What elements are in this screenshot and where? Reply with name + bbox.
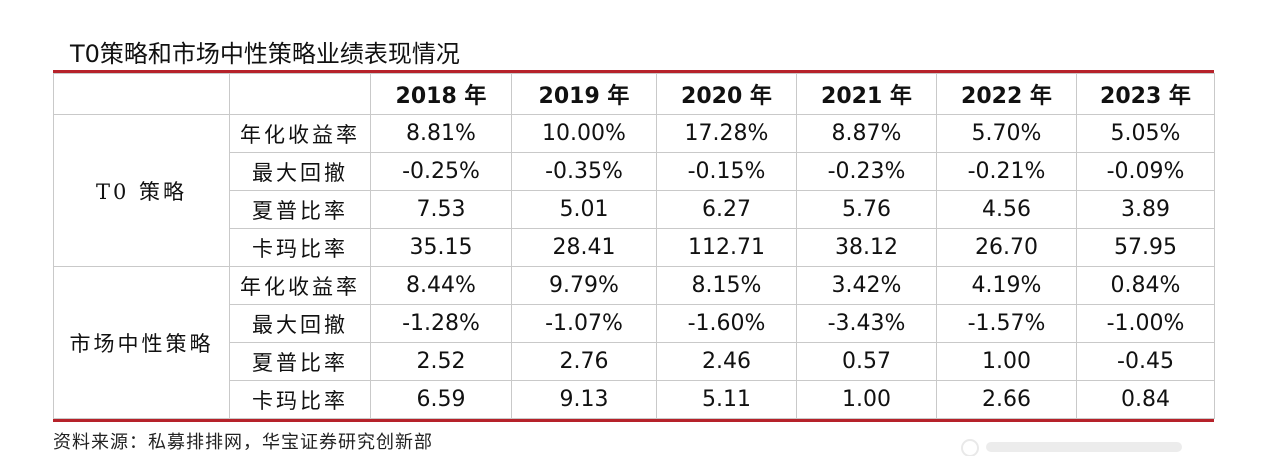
cell: 38.12: [796, 228, 937, 267]
cell: 26.70: [936, 228, 1077, 267]
cell: 8.87%: [796, 114, 937, 153]
year-header: 2021 年: [796, 73, 937, 115]
cell: 8.15%: [656, 266, 797, 305]
cell: -1.07%: [511, 304, 657, 343]
top-rule: [53, 70, 1214, 73]
header-metric: [229, 73, 371, 115]
cell: -0.15%: [656, 152, 797, 191]
cell: -0.35%: [511, 152, 657, 191]
header-corner: [53, 73, 230, 115]
cell: 4.56: [936, 190, 1077, 229]
cell: 10.00%: [511, 114, 657, 153]
cell: 0.84%: [1076, 266, 1215, 305]
table-row: 最大回撤 -1.28% -1.07% -1.60% -3.43% -1.57% …: [54, 304, 1215, 343]
cell: 5.76: [796, 190, 937, 229]
cell: 7.53: [370, 190, 512, 229]
cell: 5.01: [511, 190, 657, 229]
cell: 9.79%: [511, 266, 657, 305]
source-note: 资料来源：私募排排网，华宝证券研究创新部: [53, 432, 433, 453]
cell: 5.05%: [1076, 114, 1215, 153]
cell: -0.09%: [1076, 152, 1215, 191]
metric-label: 夏普比率: [229, 190, 371, 229]
year-header: 2018 年: [370, 73, 512, 115]
header-row: 2018 年 2019 年 2020 年 2021 年 2022 年 2023 …: [53, 73, 1215, 115]
cell: 1.00: [796, 380, 937, 419]
cell: -0.45: [1076, 342, 1215, 381]
cell: -0.21%: [936, 152, 1077, 191]
cell: 3.89: [1076, 190, 1215, 229]
cell: 4.19%: [936, 266, 1077, 305]
cell: -3.43%: [796, 304, 937, 343]
cell: 5.11: [656, 380, 797, 419]
cell: 0.84: [1076, 380, 1215, 419]
table-row: 卡玛比率 6.59 9.13 5.11 1.00 2.66 0.84: [54, 380, 1215, 419]
cell: -0.25%: [370, 152, 512, 191]
metric-label: 年化收益率: [229, 266, 371, 305]
metric-label: 最大回撤: [229, 304, 371, 343]
cell: 28.41: [511, 228, 657, 267]
bottom-rule: [53, 419, 1214, 422]
group-label-t0: T0 策略: [53, 114, 230, 267]
table-row: 市场中性策略 年化收益率 8.44% 9.79% 8.15% 3.42% 4.1…: [53, 266, 1215, 419]
metric-label: 卡玛比率: [229, 228, 371, 267]
metric-label: 夏普比率: [229, 342, 371, 381]
cell: 6.27: [656, 190, 797, 229]
cell: 1.00: [936, 342, 1077, 381]
cell: 8.44%: [370, 266, 512, 305]
performance-table-container: 2018 年 2019 年 2020 年 2021 年 2022 年 2023 …: [53, 70, 1215, 422]
cell: 112.71: [656, 228, 797, 267]
cell: -0.23%: [796, 152, 937, 191]
performance-table: 2018 年 2019 年 2020 年 2021 年 2022 年 2023 …: [53, 73, 1215, 419]
cell: 3.42%: [796, 266, 937, 305]
cell: 2.46: [656, 342, 797, 381]
table-row: 卡玛比率 35.15 28.41 112.71 38.12 26.70 57.9…: [54, 228, 1215, 267]
year-header: 2023 年: [1076, 73, 1215, 115]
cell: 2.66: [936, 380, 1077, 419]
table-title: T0策略和市场中性策略业绩表现情况: [70, 40, 460, 68]
cell: 9.13: [511, 380, 657, 419]
table-row: 夏普比率 2.52 2.76 2.46 0.57 1.00 -0.45: [54, 342, 1215, 381]
cell: 17.28%: [656, 114, 797, 153]
year-header: 2022 年: [936, 73, 1077, 115]
year-header: 2019 年: [511, 73, 657, 115]
cell: 6.59: [370, 380, 512, 419]
metric-label: 最大回撤: [229, 152, 371, 191]
watermark-graphic: [961, 439, 1182, 456]
table-row: 最大回撤 -0.25% -0.35% -0.15% -0.23% -0.21% …: [54, 152, 1215, 191]
year-header: 2020 年: [656, 73, 797, 115]
cell: 2.52: [370, 342, 512, 381]
cell: -1.28%: [370, 304, 512, 343]
cell: 5.70%: [936, 114, 1077, 153]
cell: 0.57: [796, 342, 937, 381]
cell: 8.81%: [370, 114, 512, 153]
metric-label: 年化收益率: [229, 114, 371, 153]
cell: 35.15: [370, 228, 512, 267]
cell: -1.57%: [936, 304, 1077, 343]
cell: 2.76: [511, 342, 657, 381]
table-row: T0 策略 年化收益率 8.81% 10.00% 17.28% 8.87% 5.…: [53, 114, 1215, 267]
metric-label: 卡玛比率: [229, 380, 371, 419]
cell: -1.00%: [1076, 304, 1215, 343]
group-label-market-neutral: 市场中性策略: [53, 266, 230, 419]
cell: -1.60%: [656, 304, 797, 343]
cell: 57.95: [1076, 228, 1215, 267]
